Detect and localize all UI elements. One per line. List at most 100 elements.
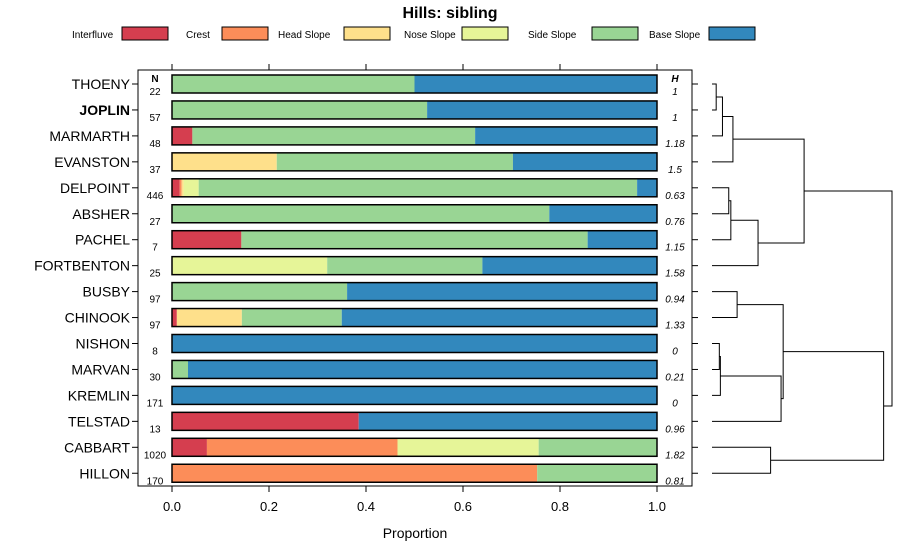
row-telstad: TELSTAD 13 0.96 — [68, 411, 698, 435]
x-tick-label: 0.8 — [551, 499, 569, 514]
bar-segment-head-slope — [181, 178, 184, 197]
h-value: 0 — [672, 398, 678, 409]
dendrogram-branch — [712, 187, 730, 215]
n-value: 37 — [149, 165, 161, 176]
bar-segment-base-slope — [475, 126, 657, 145]
bar-outline — [171, 281, 658, 302]
bar-outline — [171, 307, 658, 328]
bar-outline — [171, 74, 658, 94]
n-value: 8 — [152, 347, 158, 358]
bar-segment-crest — [172, 464, 538, 483]
bar-segment-head-slope — [176, 308, 242, 327]
bar-outline — [171, 126, 658, 146]
dendrogram-branch — [712, 375, 782, 422]
n-value: 22 — [149, 87, 161, 98]
legend-swatch — [708, 26, 756, 41]
bar-segment-base-slope — [347, 282, 657, 301]
legend-swatch — [221, 26, 269, 41]
dendrogram-branch — [770, 351, 885, 461]
row-cabbart: CABBART 1020 1.82 — [64, 437, 698, 461]
legend-swatch — [461, 26, 509, 41]
dendrogram-branch — [712, 83, 717, 111]
x-axis: 0.0 0.2 0.4 0.6 0.8 1.0 — [163, 64, 666, 514]
h-value: 0.94 — [665, 295, 685, 306]
n-value: 97 — [149, 295, 161, 306]
bar-rows: THOENY 22 1 JOPLIN 57 1 MARMARTH 48 1.18 EVANSTON… — [34, 74, 698, 487]
bar-outline — [171, 100, 658, 120]
n-value: 7 — [152, 243, 158, 254]
bar-segment-base-slope — [549, 204, 657, 223]
legend-label: Nose Slope — [404, 30, 456, 41]
bar-outline — [171, 152, 658, 172]
h-value: 0.81 — [665, 476, 684, 487]
n-value: 57 — [149, 113, 161, 124]
bar-outline — [171, 178, 658, 198]
row-label: MARVAN — [71, 361, 130, 377]
bar-segment-base-slope — [427, 100, 657, 119]
dendrogram-branch — [712, 115, 734, 163]
bar-outline — [171, 411, 658, 432]
row-label: HILLON — [79, 465, 130, 481]
dendrogram-branch — [712, 355, 721, 396]
legend-swatch — [591, 26, 639, 41]
bar-segment-base-slope — [414, 75, 657, 93]
dendrogram-branch — [712, 291, 738, 319]
bar-segment-base-slope — [358, 412, 657, 431]
n-value: 25 — [149, 269, 161, 280]
bar-outline — [171, 463, 658, 483]
row-label: CABBART — [64, 439, 130, 455]
h-value: 1.5 — [668, 165, 682, 176]
row-thoeny: THOENY 22 1 — [72, 74, 698, 98]
row-label: FORTBENTON — [34, 258, 130, 274]
x-tick-label: 0.6 — [454, 499, 472, 514]
bar-segment-side-slope — [198, 178, 638, 197]
x-tick-label: 0.4 — [357, 499, 375, 514]
bar-segment-interfluve — [172, 230, 242, 249]
bar-segment-side-slope — [241, 230, 588, 249]
n-value: 27 — [149, 217, 161, 228]
row-marmarth: MARMARTH 48 1.18 — [49, 126, 698, 150]
dendrogram-branch — [732, 138, 805, 244]
legend-label: Head Slope — [278, 30, 331, 41]
dendrogram-branch — [804, 190, 893, 407]
row-delpoint: DELPOINT 446 0.63 — [60, 178, 698, 202]
bar-segment-side-slope — [172, 204, 550, 223]
chart-title: Hills: sibling — [402, 5, 497, 22]
h-value: 1 — [672, 87, 678, 98]
n-value: 30 — [149, 372, 161, 383]
row-kremlin: KREMLIN 171 0 — [68, 385, 698, 409]
row-joplin: JOPLIN 57 1 — [79, 100, 698, 124]
x-tick-label: 0.2 — [260, 499, 278, 514]
bar-segment-interfluve — [172, 412, 359, 431]
bar-outline — [171, 437, 658, 458]
bar-segment-base-slope — [341, 308, 657, 327]
row-busby: BUSBY 97 0.94 — [83, 281, 698, 306]
plot-frame — [137, 69, 693, 487]
n-value: 446 — [147, 191, 164, 202]
bar-outline — [171, 385, 658, 406]
h-value: 1.18 — [665, 139, 685, 150]
dendrogram-branch — [712, 446, 772, 474]
dendrogram-branch — [712, 96, 723, 137]
n-value: 97 — [149, 321, 161, 332]
bar-segment-base-slope — [637, 178, 657, 197]
bar-segment-interfluve — [172, 178, 180, 197]
row-label: DELPOINT — [60, 180, 130, 196]
legend-label: Interfluve — [72, 30, 114, 41]
h-value: 1.33 — [665, 321, 685, 332]
n-value: 171 — [147, 398, 164, 409]
h-value: 0.76 — [665, 217, 685, 228]
bar-segment-base-slope — [172, 386, 657, 405]
row-marvan: MARVAN 30 0.21 — [71, 359, 698, 383]
row-label: JOPLIN — [79, 102, 130, 118]
bar-segment-side-slope — [172, 75, 415, 93]
bar-outline — [171, 359, 658, 380]
h-value: 0.63 — [665, 191, 685, 202]
bar-segment-crest — [179, 178, 182, 197]
bar-segment-side-slope — [192, 126, 476, 145]
row-chinook: CHINOOK 97 1.33 — [65, 307, 698, 332]
n-header: N — [151, 74, 158, 85]
row-label: KREMLIN — [68, 387, 130, 403]
bar-segment-nose-slope — [183, 178, 199, 197]
